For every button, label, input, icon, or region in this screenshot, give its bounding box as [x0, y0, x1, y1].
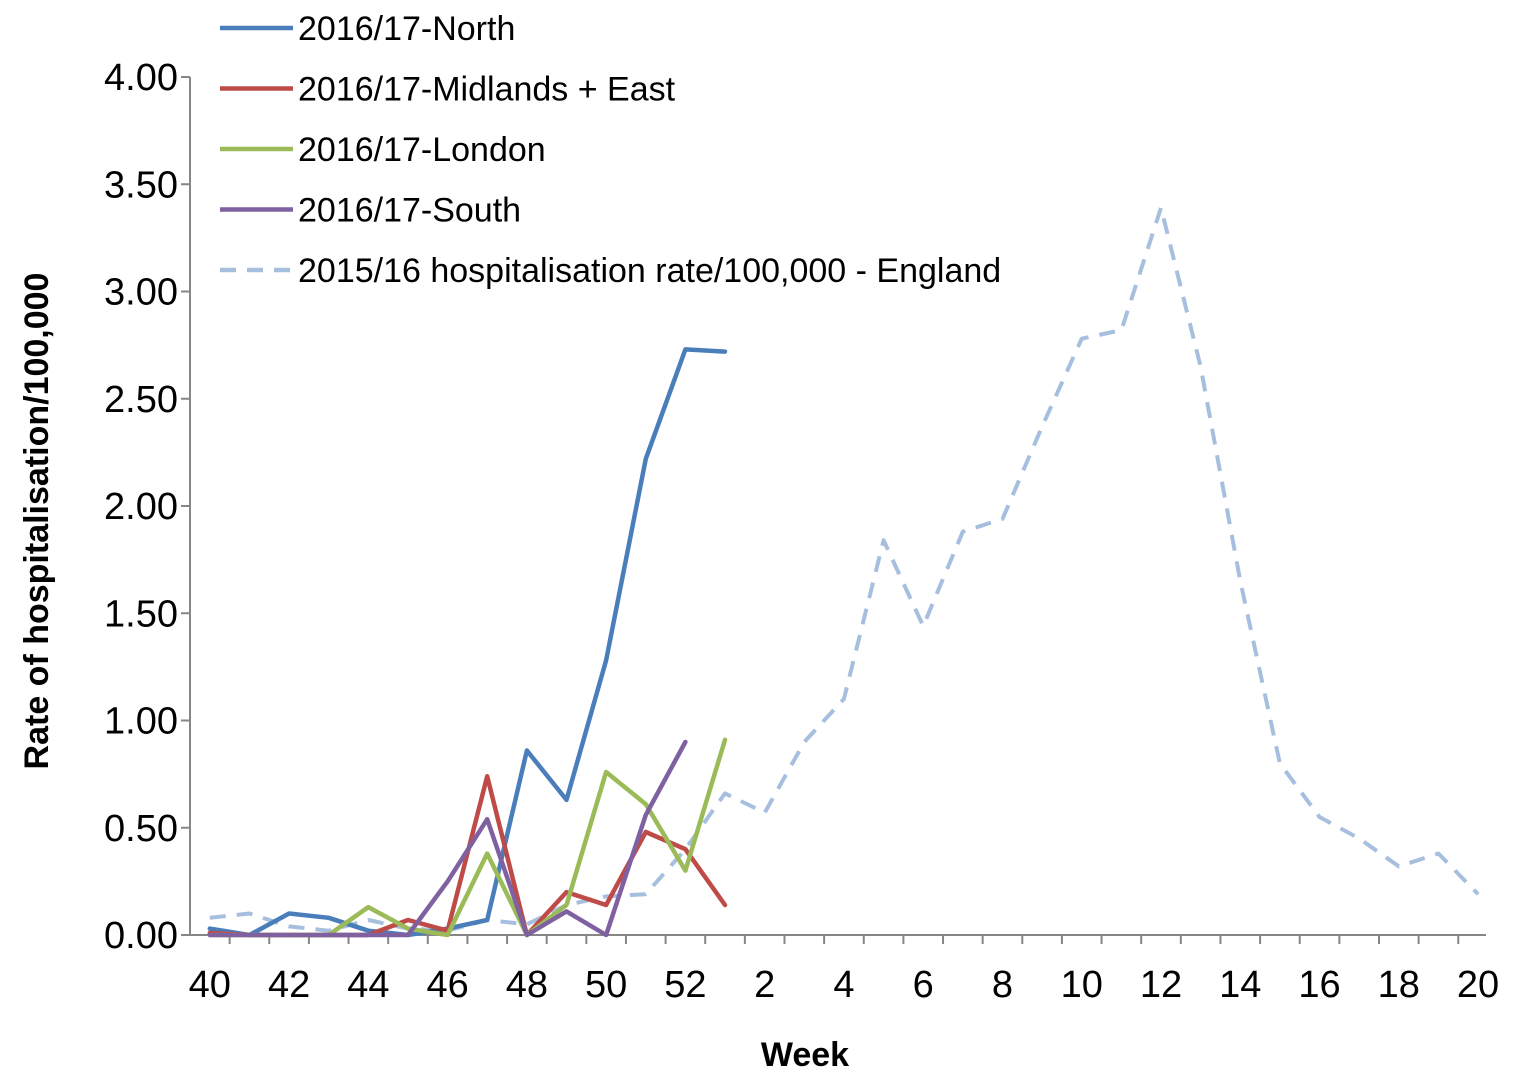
legend-label: 2016/17-Midlands + East — [298, 71, 676, 109]
x-tick-label: 14 — [1219, 964, 1261, 1006]
x-tick-label: 42 — [268, 964, 310, 1006]
y-tick-label: 4.00 — [104, 57, 178, 99]
x-tick-label: 18 — [1378, 964, 1420, 1006]
y-tick-label: 2.00 — [104, 486, 178, 528]
x-tick-label: 52 — [664, 964, 706, 1006]
legend: 2016/17-North 2016/17-Midlands + East 2016… — [220, 10, 1001, 290]
x-tick-label: 46 — [426, 964, 468, 1006]
x-tick-label: 16 — [1298, 964, 1340, 1006]
x-ticks: 40 42 44 46 48 50 52 2 4 6 8 10 12 14 16 18 20 — [189, 935, 1499, 1006]
y-ticks: 0.00 0.50 1.00 1.50 2.00 2.50 3.00 3.50 4.00 — [104, 57, 190, 957]
legend-label: 2016/17-North — [298, 10, 515, 48]
legend-label: 2016/17-London — [298, 131, 546, 169]
y-tick-label: 1.00 — [104, 701, 178, 743]
x-axis-title: Week — [761, 1036, 849, 1073]
x-tick-label: 4 — [833, 964, 854, 1006]
y-tick-label: 3.00 — [104, 272, 178, 314]
series-line — [207, 347, 728, 938]
series-line — [207, 739, 688, 938]
series-lines — [207, 205, 1480, 938]
x-tick-label: 10 — [1061, 964, 1103, 1006]
x-tick-label: 12 — [1140, 964, 1182, 1006]
x-tick-label: 40 — [189, 964, 231, 1006]
y-tick-label: 3.50 — [104, 164, 178, 206]
series-line — [207, 774, 728, 938]
x-tick-label: 44 — [347, 964, 389, 1006]
y-tick-label: 0.00 — [104, 915, 178, 957]
x-tick-label: 20 — [1457, 964, 1499, 1006]
series-line — [209, 205, 1480, 933]
x-tick-label: 2 — [754, 964, 775, 1006]
y-axis-title: Rate of hospitalisation/100,000 — [18, 273, 56, 770]
x-tick-label: 48 — [506, 964, 548, 1006]
legend-label: 2015/16 hospitalisation rate/100,000 - E… — [298, 252, 1001, 290]
legend-label: 2016/17-South — [298, 192, 521, 230]
y-tick-label: 2.50 — [104, 379, 178, 421]
y-tick-label: 0.50 — [104, 808, 178, 850]
x-tick-label: 6 — [913, 964, 934, 1006]
series-line — [207, 737, 728, 938]
y-tick-label: 1.50 — [104, 593, 178, 635]
x-tick-label: 8 — [992, 964, 1013, 1006]
x-tick-label: 50 — [585, 964, 627, 1006]
